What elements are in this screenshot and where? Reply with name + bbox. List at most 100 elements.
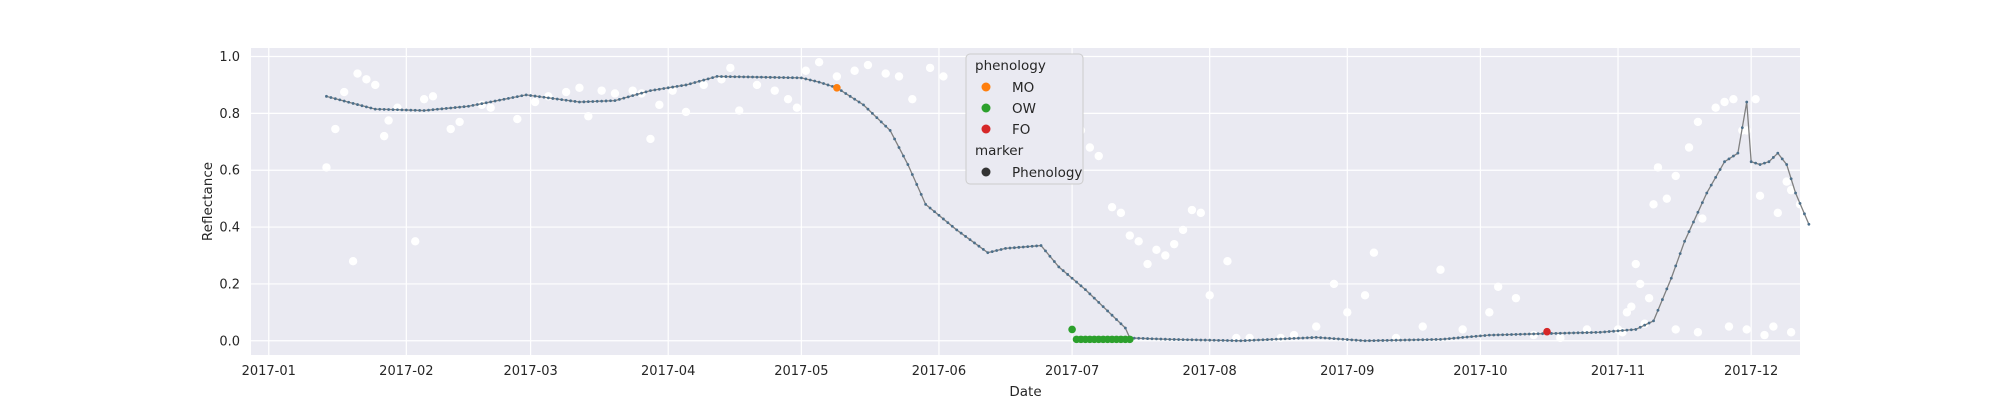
raw-point bbox=[881, 69, 890, 78]
smoothed-point bbox=[817, 80, 821, 84]
smoothed-point bbox=[493, 99, 497, 103]
phenology-point-fo bbox=[1543, 327, 1551, 336]
raw-point bbox=[1742, 325, 1751, 334]
raw-point bbox=[384, 116, 393, 125]
raw-point bbox=[1631, 259, 1640, 269]
smoothed-point bbox=[906, 163, 910, 166]
smoothed-point bbox=[999, 248, 1003, 251]
smoothed-point bbox=[1217, 338, 1220, 342]
raw-point bbox=[1769, 322, 1778, 331]
smoothed-point bbox=[1483, 334, 1487, 337]
smoothed-point bbox=[1203, 338, 1207, 342]
raw-point bbox=[1662, 194, 1672, 203]
raw-point bbox=[1653, 163, 1663, 172]
raw-point bbox=[513, 114, 522, 124]
smoothed-point bbox=[1643, 323, 1647, 327]
smoothed-point bbox=[1501, 333, 1505, 337]
smoothed-point bbox=[1314, 335, 1318, 339]
raw-point bbox=[832, 72, 842, 81]
smoothed-point bbox=[1297, 336, 1300, 340]
raw-point bbox=[1724, 322, 1734, 331]
raw-point bbox=[1693, 117, 1703, 127]
smoothed-point bbox=[1776, 151, 1780, 155]
smoothed-point bbox=[915, 183, 919, 186]
raw-point bbox=[1418, 322, 1427, 331]
raw-point bbox=[1782, 177, 1791, 186]
smoothed-point bbox=[1758, 163, 1762, 166]
smoothed-point bbox=[1212, 338, 1216, 342]
raw-point bbox=[411, 237, 420, 246]
smoothed-point bbox=[1101, 305, 1105, 309]
smoothed-point bbox=[1474, 334, 1478, 338]
smoothed-point bbox=[1150, 337, 1154, 341]
smoothed-point bbox=[1332, 337, 1336, 341]
smoothed-point bbox=[1403, 338, 1407, 342]
raw-point bbox=[362, 75, 371, 84]
legend-label-mo: MO bbox=[1012, 80, 1034, 96]
legend-marker-ow bbox=[981, 103, 991, 113]
raw-point bbox=[726, 63, 735, 73]
smoothed-point bbox=[1736, 151, 1740, 155]
smoothed-point bbox=[511, 96, 515, 99]
smoothed-point bbox=[1754, 161, 1758, 165]
raw-point bbox=[1094, 151, 1103, 161]
smoothed-point bbox=[1163, 337, 1167, 341]
x-tick-label: 2017-03 bbox=[503, 364, 557, 379]
smoothed-point bbox=[684, 83, 688, 87]
smoothed-point bbox=[498, 98, 501, 102]
smoothed-point bbox=[1261, 338, 1265, 342]
smoothed-point bbox=[373, 107, 377, 111]
smoothed-point bbox=[777, 76, 781, 79]
smoothed-point bbox=[396, 108, 399, 112]
smoothed-point bbox=[1013, 246, 1016, 250]
smoothed-point bbox=[1026, 245, 1030, 249]
smoothed-point bbox=[1616, 329, 1620, 333]
smoothed-point bbox=[653, 88, 657, 92]
smoothed-point bbox=[1168, 337, 1172, 341]
smoothed-point bbox=[546, 96, 550, 100]
smoothed-point bbox=[751, 75, 754, 79]
raw-point bbox=[1107, 202, 1117, 212]
smoothed-point bbox=[941, 217, 945, 221]
smoothed-point bbox=[928, 206, 932, 210]
smoothed-point bbox=[1749, 160, 1753, 164]
smoothed-point bbox=[1558, 331, 1562, 335]
smoothed-point bbox=[391, 108, 395, 112]
smoothed-point bbox=[986, 251, 990, 255]
smoothed-point bbox=[1416, 338, 1420, 342]
smoothed-point bbox=[711, 76, 714, 80]
smoothed-point bbox=[1243, 339, 1247, 342]
smoothed-point bbox=[1394, 338, 1398, 342]
legend-label-phenology: Phenology bbox=[1012, 165, 1082, 181]
smoothed-point bbox=[1363, 339, 1367, 343]
smoothed-point bbox=[413, 108, 417, 112]
smoothed-point bbox=[977, 244, 981, 248]
smoothed-point bbox=[640, 91, 643, 95]
smoothed-point bbox=[955, 228, 959, 232]
raw-point bbox=[419, 94, 429, 104]
smoothed-point bbox=[862, 103, 865, 107]
raw-point bbox=[1169, 239, 1179, 249]
raw-point bbox=[1711, 103, 1720, 112]
smoothed-point bbox=[782, 76, 786, 79]
smoothed-point bbox=[613, 99, 617, 102]
smoothed-point bbox=[1581, 331, 1584, 335]
smoothed-point bbox=[1532, 332, 1536, 336]
smoothed-point bbox=[582, 100, 586, 104]
raw-point bbox=[1196, 208, 1206, 218]
smoothed-point bbox=[524, 93, 528, 97]
raw-point bbox=[1436, 265, 1445, 274]
raw-point bbox=[1622, 308, 1632, 317]
legend: phenology MO OW FO marker Phenology bbox=[965, 53, 1084, 185]
smoothed-point bbox=[1088, 292, 1092, 296]
raw-point bbox=[1649, 200, 1658, 209]
smoothed-point bbox=[1629, 328, 1633, 332]
smoothed-point bbox=[1097, 301, 1101, 304]
smoothed-point bbox=[1452, 336, 1456, 340]
raw-point bbox=[428, 92, 438, 101]
smoothed-point bbox=[489, 100, 493, 104]
raw-point bbox=[1360, 291, 1370, 300]
smoothed-point bbox=[347, 100, 351, 104]
raw-point bbox=[1786, 328, 1796, 337]
